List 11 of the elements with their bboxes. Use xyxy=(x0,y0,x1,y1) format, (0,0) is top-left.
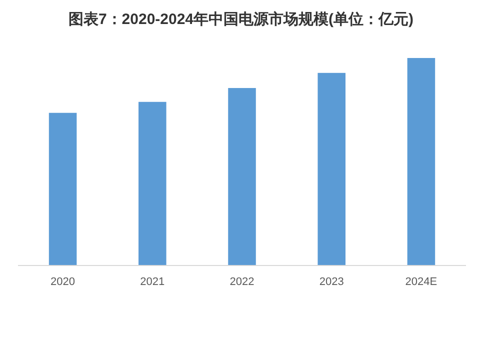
bar xyxy=(228,88,256,265)
x-tick-label: 2023 xyxy=(319,276,344,288)
bar xyxy=(407,58,436,265)
x-tick-label: 2020 xyxy=(50,276,76,288)
chart-title: 图表7：2020-2024年中国电源市场规模(单位：亿元) xyxy=(68,10,414,28)
x-tick-label: 2022 xyxy=(230,276,254,288)
bar xyxy=(48,112,77,265)
bar xyxy=(318,72,346,265)
x-tick-label: 2024E xyxy=(405,276,438,288)
x-tick-label: 2021 xyxy=(140,276,165,288)
bar xyxy=(138,102,166,265)
